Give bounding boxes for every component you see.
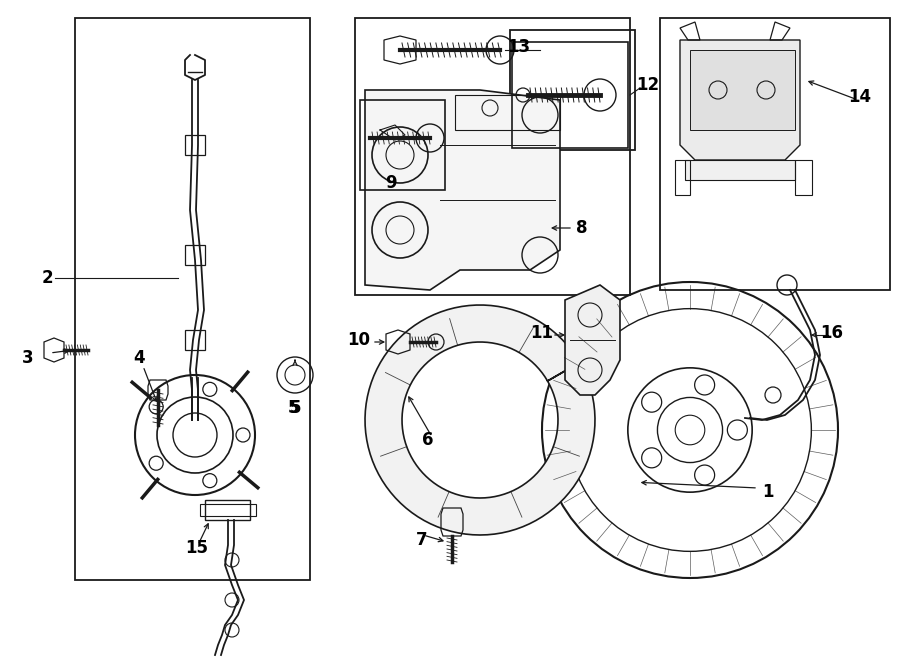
Polygon shape bbox=[365, 90, 560, 290]
Polygon shape bbox=[680, 40, 800, 160]
Bar bbox=[185, 245, 205, 265]
Text: 12: 12 bbox=[636, 76, 659, 94]
Polygon shape bbox=[365, 305, 595, 535]
Text: 16: 16 bbox=[820, 324, 843, 342]
Bar bbox=[675, 160, 690, 195]
Bar bbox=[510, 30, 635, 150]
Bar bbox=[690, 50, 795, 130]
Text: 5: 5 bbox=[288, 399, 300, 417]
Bar bbox=[185, 330, 205, 350]
Text: 3: 3 bbox=[22, 349, 33, 367]
Text: 8: 8 bbox=[576, 219, 588, 237]
Bar bbox=[512, 42, 628, 148]
Bar bbox=[185, 135, 205, 155]
Text: 10: 10 bbox=[347, 331, 370, 349]
Text: 1: 1 bbox=[762, 483, 773, 501]
Bar bbox=[205, 500, 250, 520]
Text: 14: 14 bbox=[848, 88, 871, 106]
Polygon shape bbox=[685, 160, 795, 180]
Text: 13: 13 bbox=[507, 38, 530, 56]
Text: 15: 15 bbox=[185, 539, 208, 557]
Bar bbox=[455, 95, 560, 130]
Text: 9: 9 bbox=[385, 174, 397, 192]
Text: 5: 5 bbox=[289, 399, 301, 417]
Text: 6: 6 bbox=[422, 431, 434, 449]
Polygon shape bbox=[565, 285, 620, 395]
Bar bbox=[75, 18, 310, 580]
Bar bbox=[795, 160, 812, 195]
Text: 2: 2 bbox=[42, 269, 54, 287]
Bar bbox=[360, 100, 445, 190]
Bar bbox=[355, 18, 630, 295]
Text: 7: 7 bbox=[416, 531, 428, 549]
Bar bbox=[200, 504, 256, 516]
Text: 11: 11 bbox=[530, 324, 553, 342]
Text: 4: 4 bbox=[133, 349, 145, 367]
Bar bbox=[660, 18, 890, 290]
